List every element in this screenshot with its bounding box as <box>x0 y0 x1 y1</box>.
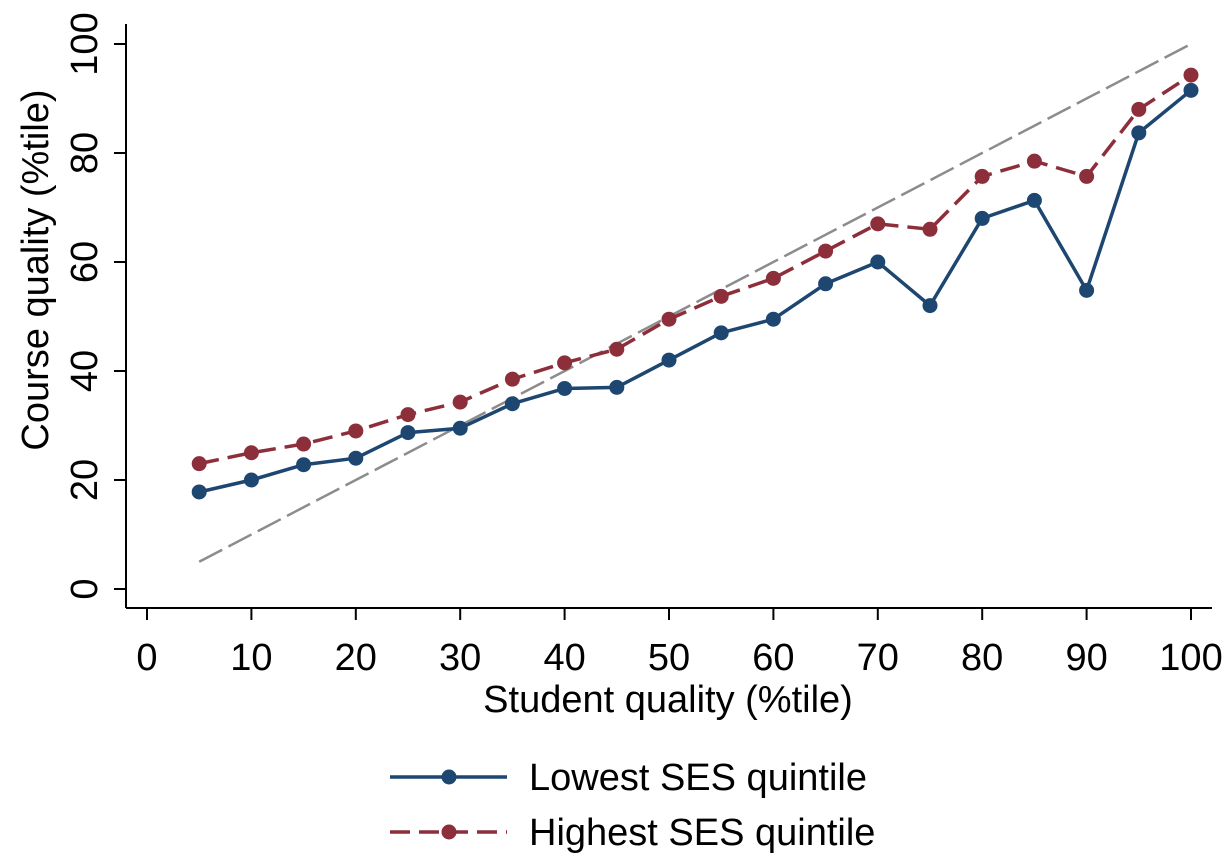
x-tick-label: 90 <box>1065 637 1107 679</box>
data-point <box>609 341 625 357</box>
y-tick-label: 40 <box>64 350 106 392</box>
y-tick-label: 0 <box>64 578 106 599</box>
legend-item: Highest SES quintile <box>390 812 875 854</box>
data-point <box>765 270 781 286</box>
data-point <box>974 168 990 184</box>
data-point <box>452 394 468 410</box>
data-point <box>922 221 938 237</box>
data-point <box>870 216 886 232</box>
legend: Lowest SES quintile Highest SES quintile <box>390 757 875 854</box>
data-point <box>1183 67 1199 83</box>
x-tick-label: 30 <box>439 637 481 679</box>
y-tick-label: 60 <box>64 241 106 283</box>
y-tick-label: 20 <box>64 459 106 501</box>
data-point <box>609 379 625 395</box>
y-tick-label: 80 <box>64 132 106 174</box>
x-tick-label: 20 <box>335 637 377 679</box>
data-point <box>1026 153 1042 169</box>
data-point <box>765 311 781 327</box>
x-tick-label: 40 <box>543 637 585 679</box>
data-point <box>243 445 259 461</box>
data-point <box>191 456 207 472</box>
y-tick-label: 100 <box>64 12 106 75</box>
series-lowest-ses-quintile <box>191 82 1199 500</box>
legend-item: Lowest SES quintile <box>390 757 867 799</box>
data-point <box>504 371 520 387</box>
data-point <box>400 407 416 423</box>
ticks: 0 10 20 30 40 50 60 70 80 90 100 0 20 40 60 80 100 <box>64 12 1223 679</box>
data-point <box>818 276 834 292</box>
data-point <box>1079 168 1095 184</box>
data-point <box>818 243 834 259</box>
legend-swatch-marker <box>441 824 457 840</box>
series-line <box>198 73 1192 466</box>
series-layer <box>191 67 1199 500</box>
legend-label: Highest SES quintile <box>529 812 875 854</box>
legend-swatch-marker <box>441 769 457 785</box>
x-tick-label: 60 <box>752 637 794 679</box>
data-point <box>1079 282 1095 298</box>
y-axis-label: Course quality (%tile) <box>15 89 57 450</box>
data-point <box>1131 125 1147 141</box>
data-point <box>504 396 520 412</box>
data-point <box>296 457 312 473</box>
data-point <box>348 450 364 466</box>
data-point <box>296 436 312 452</box>
data-point <box>243 472 259 488</box>
reference-line-layer <box>198 42 1192 563</box>
x-tick-label: 50 <box>648 637 690 679</box>
data-point <box>400 425 416 441</box>
x-tick-label: 80 <box>961 637 1003 679</box>
data-point <box>713 325 729 341</box>
data-point <box>870 254 886 270</box>
data-point <box>661 352 677 368</box>
data-point <box>557 355 573 371</box>
data-point <box>557 380 573 396</box>
data-point <box>661 311 677 327</box>
x-tick-label: 70 <box>857 637 899 679</box>
x-tick-label: 0 <box>136 637 157 679</box>
x-tick-label: 10 <box>230 637 272 679</box>
data-point <box>452 420 468 436</box>
reference-line <box>198 42 1192 563</box>
data-point <box>1131 101 1147 117</box>
legend-label: Lowest SES quintile <box>529 757 867 799</box>
data-point <box>348 423 364 439</box>
data-point <box>1026 192 1042 208</box>
x-axis-label: Student quality (%tile) <box>483 679 853 721</box>
data-point <box>713 288 729 304</box>
series-line <box>198 88 1193 494</box>
series-highest-ses-quintile <box>191 67 1199 472</box>
x-tick-label: 100 <box>1159 637 1222 679</box>
data-point <box>922 298 938 314</box>
data-point <box>1183 82 1199 98</box>
data-point <box>191 484 207 500</box>
data-point <box>974 210 990 226</box>
